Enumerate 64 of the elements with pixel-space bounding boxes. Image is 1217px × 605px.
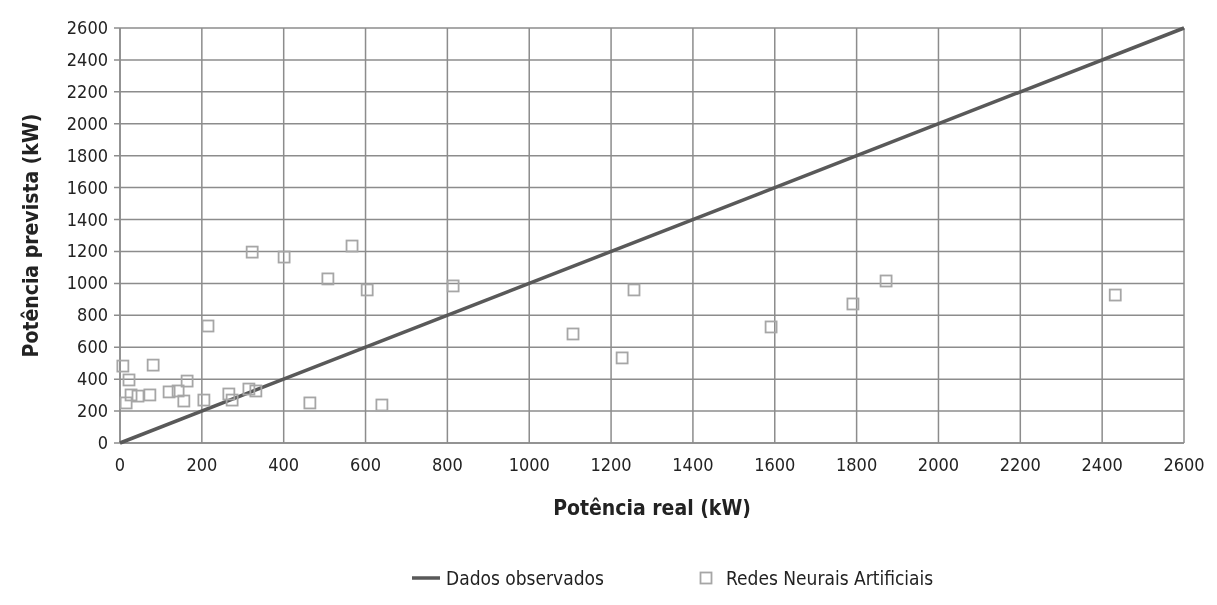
point (242, 382, 256, 396)
point (146, 358, 160, 372)
point (197, 393, 211, 407)
x-tick-label: 1600 (754, 454, 796, 475)
y-tick-label: 200 (77, 400, 108, 422)
point (119, 396, 133, 410)
point (360, 283, 374, 297)
x-tick-label: 200 (186, 454, 218, 475)
point (303, 396, 317, 410)
point (321, 272, 335, 286)
y-tick-label: 2600 (66, 17, 108, 38)
legend-label: Redes Neurais Artificiais (726, 567, 934, 589)
point (764, 320, 778, 334)
legend-label: Dados observados (446, 567, 604, 589)
x-tick-label: 2200 (999, 454, 1041, 475)
x-tick-label: 800 (431, 454, 463, 475)
point (222, 387, 236, 401)
point (131, 389, 145, 403)
point (122, 373, 136, 387)
point (162, 385, 176, 399)
y-tick-label: 1000 (66, 272, 108, 294)
y-tick-label: 1600 (66, 176, 108, 198)
y-tick-label: 400 (77, 368, 108, 390)
x-tick-label: 1000 (508, 454, 550, 475)
y-tick-label: 0 (97, 432, 108, 453)
point (1108, 288, 1122, 302)
point (116, 359, 130, 373)
y-axis-title: Potência prevista (kW) (19, 113, 43, 358)
x-tick-label: 600 (350, 454, 381, 475)
x-tick-label: 1200 (590, 454, 632, 475)
point (879, 274, 893, 288)
x-tick-label: 2400 (1081, 454, 1123, 475)
point (245, 245, 259, 259)
point (177, 394, 191, 408)
point (225, 393, 239, 407)
x-tick-label: 2600 (1163, 454, 1205, 475)
y-tick-label: 2400 (66, 48, 108, 70)
x-tick-label: 2000 (917, 454, 960, 475)
y-tick-label: 800 (77, 304, 108, 326)
point (375, 398, 389, 412)
point (627, 283, 641, 297)
point (345, 239, 359, 253)
x-tick-label: 400 (268, 454, 300, 475)
point (124, 388, 138, 402)
x-tick-label: 1400 (672, 454, 714, 475)
point (566, 327, 580, 341)
y-tick-label: 1800 (66, 144, 108, 166)
y-tick-label: 2200 (66, 80, 108, 102)
point (171, 384, 185, 398)
x-axis-title: Potência real (kW) (553, 496, 751, 520)
point (143, 388, 157, 402)
x-tick-label: 0 (114, 454, 126, 475)
point (180, 374, 194, 388)
y-tick-label: 1200 (66, 240, 108, 262)
y-tick-label: 1400 (66, 208, 108, 230)
point (846, 297, 860, 311)
y-tick-label: 2000 (66, 112, 108, 134)
point (201, 319, 215, 333)
point (249, 384, 263, 398)
x-tick-label: 1800 (836, 454, 878, 475)
y-tick-label: 600 (77, 336, 108, 358)
point (277, 250, 291, 264)
point (615, 351, 629, 365)
point (446, 279, 460, 293)
